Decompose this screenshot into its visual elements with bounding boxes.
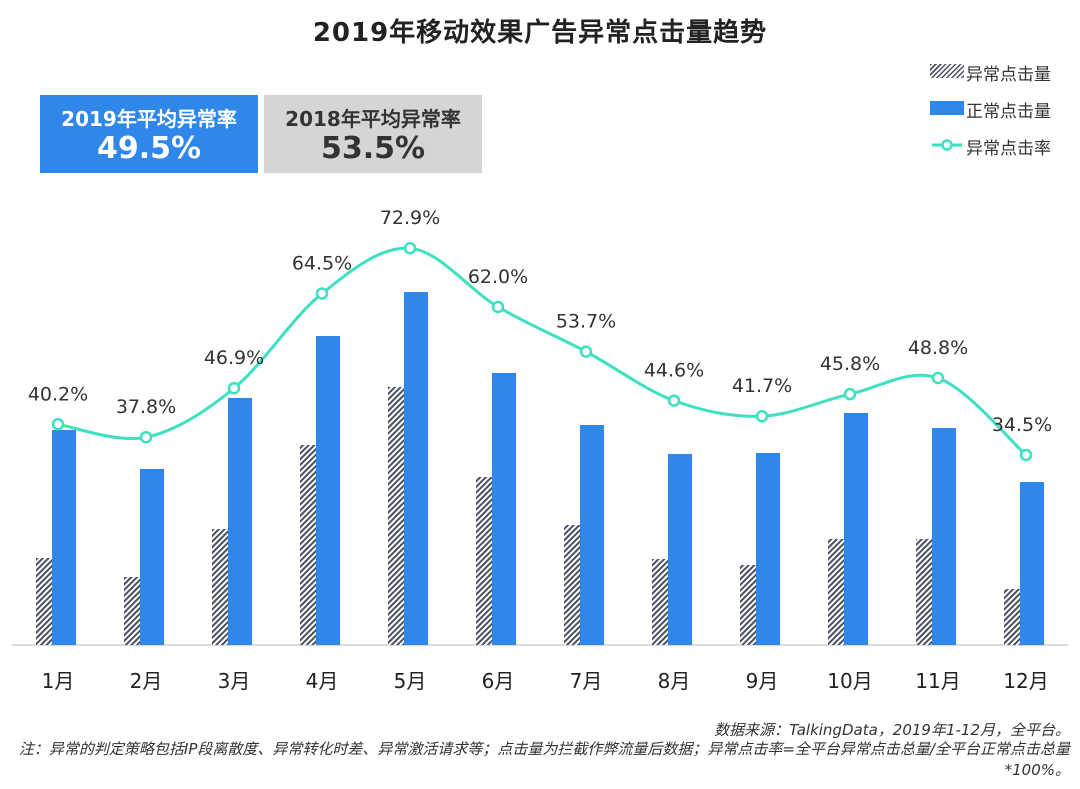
abnormal-bar-4 (300, 445, 316, 645)
stat-value-2019: 49.5% (96, 131, 202, 166)
x-tick-label: 4月 (306, 669, 339, 693)
abnormal-bar-9 (740, 565, 756, 645)
rate-data-label: 34.5% (992, 414, 1052, 436)
rate-point-5 (403, 241, 417, 255)
rate-point-1 (51, 418, 65, 431)
normal-bar-4 (316, 336, 340, 645)
x-tick-label: 6月 (482, 669, 515, 693)
normal-bar-9 (756, 453, 780, 645)
rate-data-label: 53.7% (556, 311, 616, 333)
rate-data-label: 45.8% (820, 353, 880, 375)
chart-title: 2019年移动效果广告异常点击量趋势 (312, 18, 768, 48)
data-source-note: 数据来源：TalkingData，2019年1-12月，全平台。 (714, 721, 1070, 739)
blue-swatch-icon (930, 101, 964, 115)
abnormal-bar-6 (476, 477, 492, 645)
rate-data-label: 44.6% (644, 360, 704, 382)
normal-bar-3 (228, 398, 252, 645)
normal-bar-12 (1020, 482, 1044, 645)
methodology-note: 注：异常的判定策略包括IP段离散度、异常转化时差、异常激活请求等；点击量为拦截作… (18, 740, 1070, 779)
x-tick-label: 5月 (394, 669, 427, 693)
legend-label-abnormal-clicks: 异常点击量 (966, 65, 1051, 85)
normal-bar-11 (932, 428, 956, 645)
normal-bar-2 (140, 469, 164, 645)
rate-series-line (57, 246, 1027, 457)
rate-data-label: 40.2% (28, 383, 88, 405)
legend-label-abnormal-rate: 异常点击率 (966, 139, 1051, 159)
abnormal-bar-7 (564, 525, 580, 645)
x-tick-label: 8月 (658, 669, 691, 693)
abnormal-bar-10 (828, 539, 844, 645)
rate-point-3 (227, 381, 241, 395)
normal-bar-10 (844, 413, 868, 645)
legend: 异常点击量 正常点击量 异常点击率 (930, 60, 1080, 171)
abnormal-bar-1 (36, 558, 52, 645)
legend-item-abnormal-clicks: 异常点击量 (930, 60, 1080, 85)
x-tick-label: 3月 (218, 669, 251, 693)
rate-data-label: 62.0% (468, 266, 528, 288)
rate-point-11 (931, 371, 945, 385)
normal-bar-1 (52, 430, 76, 645)
x-tick-label: 12月 (1003, 669, 1048, 693)
abnormal-bar-11 (916, 539, 932, 645)
stat-label-2019: 2019年平均异常率 (61, 107, 237, 131)
normal-bar-6 (492, 373, 516, 645)
rate-data-label: 41.7% (732, 375, 792, 397)
x-tick-label: 9月 (746, 669, 779, 693)
stat-value-2018: 53.5% (320, 131, 426, 166)
x-tick-label: 2月 (130, 669, 163, 693)
x-tick-label: 1月 (42, 669, 75, 693)
stat-label-2018: 2018年平均异常率 (285, 107, 461, 131)
rate-point-8 (667, 394, 681, 407)
x-tick-label: 7月 (570, 669, 603, 693)
rate-point-12 (1019, 448, 1033, 462)
abnormal-bar-8 (652, 559, 668, 645)
legend-item-abnormal-rate: 异常点击率 (930, 134, 1080, 159)
rate-point-9 (755, 409, 769, 423)
stat-box-2019: 2019年平均异常率 49.5% (40, 95, 258, 173)
normal-bar-5 (404, 292, 428, 645)
abnormal-bar-12 (1004, 589, 1020, 645)
legend-label-normal-clicks: 正常点击量 (966, 102, 1051, 122)
line-marker-swatch-icon (932, 139, 962, 151)
rate-data-label: 72.9% (380, 207, 440, 229)
rate-data-label: 48.8% (908, 337, 968, 359)
hatched-swatch-icon (930, 64, 964, 78)
stat-box-2018: 2018年平均异常率 53.5% (264, 95, 482, 173)
normal-bar-8 (668, 454, 692, 645)
x-tick-label: 10月 (827, 669, 872, 693)
rate-data-label: 64.5% (292, 252, 352, 274)
x-tick-label: 11月 (915, 669, 960, 693)
rate-point-7 (579, 345, 593, 358)
abnormal-bar-5 (388, 387, 404, 645)
normal-bar-7 (580, 425, 604, 645)
rate-point-10 (843, 387, 857, 401)
abnormal-bar-2 (124, 577, 140, 645)
rate-point-2 (139, 430, 153, 444)
rate-data-label: 37.8% (116, 396, 176, 418)
rate-data-label: 46.9% (204, 347, 264, 369)
rate-point-4 (315, 287, 329, 300)
abnormal-bar-3 (212, 529, 228, 645)
rate-point-6 (491, 300, 505, 314)
legend-item-normal-clicks: 正常点击量 (930, 97, 1080, 122)
